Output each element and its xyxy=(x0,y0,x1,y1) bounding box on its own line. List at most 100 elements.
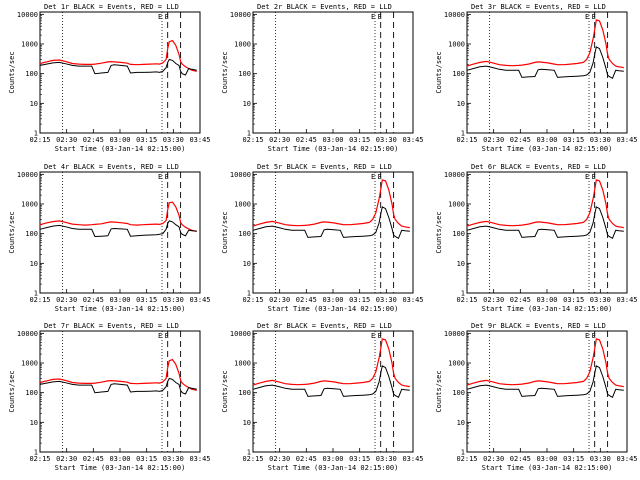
y-tick-label: 10000 xyxy=(444,11,465,19)
x-tick-label: 02:15 xyxy=(456,136,477,144)
panel-det-1r: Det 1r BLACK = Events, RED = LLD 1 10 100 10… xyxy=(8,3,211,153)
x-axis-label: Start Time (03-Jan-14 02:15:00) xyxy=(55,145,186,153)
y-axis-label: Counts/sec xyxy=(221,51,229,93)
panel-title: Det 8r BLACK = Events, RED = LLD xyxy=(257,322,392,330)
x-tick-label: 03:45 xyxy=(189,455,210,463)
x-tick-label: 03:45 xyxy=(402,296,423,304)
y-tick-label: 1 xyxy=(461,449,465,457)
x-tick-label: 03:00 xyxy=(536,136,557,144)
lld-series-line xyxy=(39,358,197,391)
events-series-line xyxy=(39,377,197,395)
x-tick-label: 02:45 xyxy=(83,455,104,463)
x-tick-label: 02:30 xyxy=(483,296,504,304)
marker-label: E xyxy=(592,332,596,340)
y-tick-label: 1000 xyxy=(234,41,251,49)
x-axis-label: Start Time (03-Jan-14 02:15:00) xyxy=(482,464,613,472)
y-tick-label: 1 xyxy=(34,290,38,298)
events-series-line xyxy=(466,365,624,399)
x-tick-label: 02:30 xyxy=(269,455,290,463)
y-tick-label: 10000 xyxy=(17,171,38,179)
y-tick-label: 10000 xyxy=(230,330,251,338)
x-tick-label: 02:45 xyxy=(510,136,531,144)
x-tick-label: 03:45 xyxy=(616,296,637,304)
x-tick-label: 02:30 xyxy=(483,136,504,144)
y-axis-label: Counts/sec xyxy=(8,370,16,412)
panel-det-2r: Det 2r BLACK = Events, RED = LLD 1 10 100 10… xyxy=(221,3,424,153)
x-tick-label: 03:00 xyxy=(536,296,557,304)
x-tick-label: 02:45 xyxy=(83,296,104,304)
x-tick-label: 03:00 xyxy=(536,455,557,463)
y-tick-label: 1 xyxy=(34,130,38,138)
y-tick-label: 10 xyxy=(30,100,38,108)
x-tick-label: 02:30 xyxy=(483,455,504,463)
panel-title: Det 9r BLACK = Events, RED = LLD xyxy=(471,322,606,330)
y-tick-label: 10 xyxy=(30,260,38,268)
x-tick-label: 03:00 xyxy=(322,136,343,144)
x-tick-label: 02:45 xyxy=(510,296,531,304)
y-tick-label: 1000 xyxy=(448,41,465,49)
y-axis-label: Counts/sec xyxy=(221,370,229,412)
x-tick-label: 03:30 xyxy=(590,136,611,144)
events-series-line xyxy=(39,58,197,76)
x-tick-label: 03:00 xyxy=(322,455,343,463)
panel-det-5r: Det 5r BLACK = Events, RED = LLD 1 10 100 10… xyxy=(221,163,424,313)
y-tick-label: 1 xyxy=(461,130,465,138)
y-tick-label: 100 xyxy=(452,389,465,397)
x-tick-label: 03:30 xyxy=(590,455,611,463)
marker-label: E xyxy=(158,13,162,21)
x-axis-label: Start Time (03-Jan-14 02:15:00) xyxy=(268,464,399,472)
x-tick-label: 02:30 xyxy=(269,136,290,144)
x-axis-label: Start Time (03-Jan-14 02:15:00) xyxy=(482,305,613,313)
events-series-line xyxy=(252,206,410,240)
x-tick-label: 03:30 xyxy=(590,296,611,304)
x-tick-label: 03:15 xyxy=(349,455,370,463)
x-tick-label: 02:45 xyxy=(510,455,531,463)
y-axis-label: Counts/sec xyxy=(435,211,443,253)
lld-series-line xyxy=(466,338,624,388)
lld-series-line xyxy=(466,179,624,229)
x-tick-label: 02:15 xyxy=(242,136,263,144)
y-tick-label: 10 xyxy=(457,260,465,268)
panel-det-4r: Det 4r BLACK = Events, RED = LLD 1 10 100 10… xyxy=(8,163,211,313)
y-tick-label: 1000 xyxy=(21,201,38,209)
x-axis-label: Start Time (03-Jan-14 02:15:00) xyxy=(268,305,399,313)
lld-series-line xyxy=(252,338,410,388)
marker-label: E xyxy=(585,173,589,181)
x-tick-label: 03:15 xyxy=(136,136,157,144)
x-axis-label: Start Time (03-Jan-14 02:15:00) xyxy=(268,145,399,153)
y-tick-label: 100 xyxy=(452,70,465,78)
y-tick-label: 10000 xyxy=(17,330,38,338)
y-tick-label: 10 xyxy=(457,100,465,108)
y-tick-label: 10 xyxy=(457,419,465,427)
x-tick-label: 03:15 xyxy=(563,296,584,304)
x-tick-label: 03:30 xyxy=(163,136,184,144)
x-axis-label: Start Time (03-Jan-14 02:15:00) xyxy=(55,305,186,313)
panel-title: Det 1r BLACK = Events, RED = LLD xyxy=(44,3,179,11)
x-tick-label: 02:45 xyxy=(296,455,317,463)
x-tick-label: 03:45 xyxy=(189,296,210,304)
x-tick-label: 03:00 xyxy=(109,296,130,304)
marker-label: E xyxy=(371,332,375,340)
x-tick-label: 02:30 xyxy=(56,455,77,463)
marker-label: E xyxy=(165,332,169,340)
x-tick-label: 03:15 xyxy=(136,455,157,463)
y-tick-label: 1000 xyxy=(21,360,38,368)
events-series-line xyxy=(466,46,624,80)
y-tick-label: 100 xyxy=(238,70,251,78)
panel-title: Det 4r BLACK = Events, RED = LLD xyxy=(44,163,179,171)
marker-label: E xyxy=(592,13,596,21)
x-tick-label: 02:15 xyxy=(29,136,50,144)
x-tick-label: 03:00 xyxy=(109,455,130,463)
x-tick-label: 03:00 xyxy=(322,296,343,304)
x-tick-label: 02:15 xyxy=(242,455,263,463)
y-axis-label: Counts/sec xyxy=(221,211,229,253)
y-tick-label: 10000 xyxy=(230,171,251,179)
x-tick-label: 02:15 xyxy=(242,296,263,304)
x-tick-label: 02:15 xyxy=(456,455,477,463)
marker-label: E xyxy=(585,13,589,21)
x-tick-label: 02:45 xyxy=(83,136,104,144)
panel-det-6r: Det 6r BLACK = Events, RED = LLD 1 10 100 10… xyxy=(435,163,638,313)
marker-label: E xyxy=(158,332,162,340)
y-tick-label: 100 xyxy=(452,230,465,238)
x-tick-label: 03:00 xyxy=(109,136,130,144)
